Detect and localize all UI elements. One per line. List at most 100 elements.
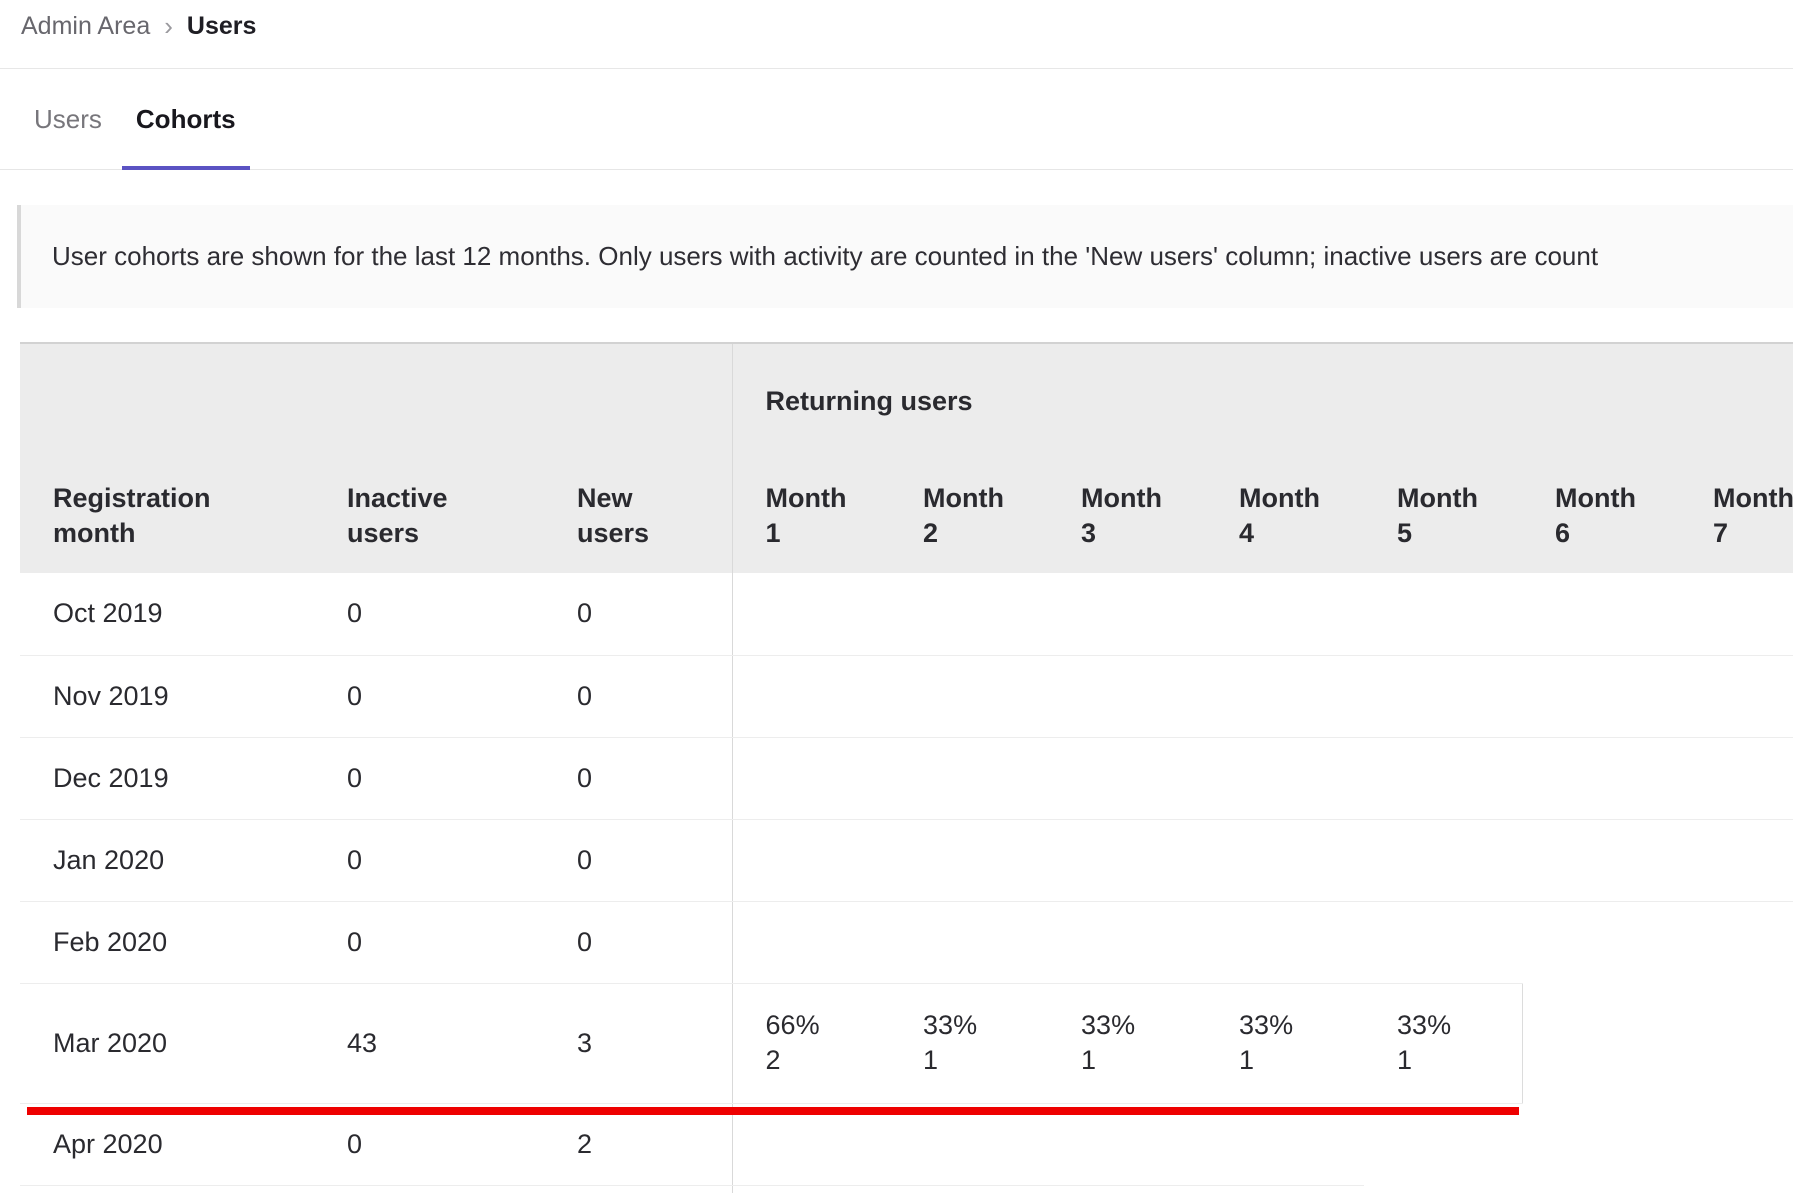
empty-cell bbox=[314, 1185, 544, 1193]
empty-cell bbox=[1522, 819, 1681, 902]
col-header-line: users bbox=[347, 517, 420, 548]
returning-users-cell-month-1: 66% 2 bbox=[731, 983, 891, 1104]
col-header-line: 3 bbox=[1081, 517, 1097, 548]
empty-cell bbox=[1522, 737, 1681, 820]
empty-cell bbox=[1364, 901, 1523, 984]
table-row-dec-2019: Dec 2019 0 0 bbox=[20, 737, 1793, 820]
col-header-line: 7 bbox=[1713, 517, 1729, 548]
col-header-line: Month bbox=[1397, 482, 1478, 513]
inactive-users-cell: 0 bbox=[314, 655, 544, 738]
empty-cell bbox=[1364, 655, 1523, 738]
empty-cell bbox=[1680, 1103, 1793, 1185]
col-header-inactive-users: Inactive users bbox=[314, 458, 544, 573]
empty-cell bbox=[1522, 573, 1681, 656]
col-header-month-4: Month 4 bbox=[1206, 458, 1365, 573]
empty-cell bbox=[1680, 655, 1793, 738]
tab-cohorts[interactable]: Cohorts bbox=[119, 69, 253, 170]
empty-cell bbox=[1364, 737, 1523, 820]
col-header-line: New bbox=[577, 482, 633, 513]
col-header-new-users: New users bbox=[544, 458, 733, 573]
new-users-cell: 0 bbox=[544, 901, 733, 984]
returning-users-cell-month-3: 33% 1 bbox=[1048, 983, 1207, 1104]
empty-cell bbox=[1206, 901, 1365, 984]
tab-users[interactable]: Users bbox=[17, 69, 119, 169]
table-row-nov-2019: Nov 2019 0 0 bbox=[20, 655, 1793, 738]
group-header-spacer bbox=[20, 342, 733, 458]
empty-cell bbox=[1048, 737, 1207, 820]
returning-count: 1 bbox=[923, 1045, 939, 1075]
empty-cell bbox=[731, 655, 891, 738]
returning-users-group-header: Returning users bbox=[731, 342, 1793, 458]
empty-cell bbox=[1206, 573, 1365, 656]
registration-month-cell: Mar 2020 bbox=[20, 983, 314, 1104]
table-column-header-row: Registration month Inactive users New us… bbox=[20, 458, 1793, 573]
returning-count: 2 bbox=[765, 1045, 781, 1075]
empty-cell bbox=[1680, 573, 1793, 656]
cohorts-info-banner: User cohorts are shown for the last 12 m… bbox=[17, 205, 1793, 308]
returning-users-cell-month-4: 33% 1 bbox=[1206, 983, 1365, 1104]
returning-count: 1 bbox=[1081, 1045, 1097, 1075]
empty-cell bbox=[1048, 1185, 1207, 1193]
returning-users-cell-month-5: 33% 1 bbox=[1364, 983, 1523, 1104]
empty-cell bbox=[1680, 819, 1793, 902]
col-header-line: Month bbox=[1239, 482, 1320, 513]
empty-cell bbox=[731, 573, 891, 656]
breadcrumb-current-users[interactable]: Users bbox=[186, 12, 257, 40]
table-row-oct-2019: Oct 2019 0 0 bbox=[20, 573, 1793, 656]
empty-cell bbox=[890, 1185, 1049, 1193]
registration-month-cell: Feb 2020 bbox=[20, 901, 314, 984]
inactive-users-cell: 0 bbox=[314, 573, 544, 656]
empty-cell bbox=[1680, 1185, 1793, 1193]
tab-cohorts-label: Cohorts bbox=[135, 103, 236, 134]
empty-cell bbox=[731, 1103, 891, 1186]
empty-cell bbox=[1048, 1103, 1207, 1186]
returning-percentage: 66% bbox=[765, 1010, 820, 1040]
registration-month-cell: Dec 2019 bbox=[20, 737, 314, 820]
cohorts-info-text: User cohorts are shown for the last 12 m… bbox=[52, 241, 1599, 271]
col-header-line: Registration bbox=[53, 482, 211, 513]
empty-cell bbox=[1206, 1103, 1365, 1186]
empty-cell bbox=[1048, 901, 1207, 984]
registration-month-cell: Oct 2019 bbox=[20, 573, 314, 656]
empty-cell bbox=[1364, 1103, 1523, 1185]
active-tab-underline bbox=[121, 166, 250, 170]
breadcrumb-separator-icon: › bbox=[164, 11, 173, 41]
empty-cell bbox=[1048, 655, 1207, 738]
tab-bar: Users Cohorts bbox=[0, 69, 1793, 170]
table-row-partial bbox=[20, 1185, 1793, 1193]
empty-cell bbox=[890, 737, 1049, 820]
registration-month-cell: Apr 2020 bbox=[20, 1103, 314, 1186]
breadcrumb: Admin Area › Users bbox=[0, 0, 1793, 69]
returning-percentage: 33% bbox=[1081, 1010, 1136, 1040]
empty-cell bbox=[731, 737, 891, 820]
col-header-month-6: Month 6 bbox=[1522, 458, 1681, 573]
empty-cell bbox=[1680, 737, 1793, 820]
red-annotation-line bbox=[27, 1107, 1519, 1115]
col-header-month-1: Month 1 bbox=[731, 458, 891, 573]
new-users-cell: 2 bbox=[544, 1103, 733, 1186]
empty-cell bbox=[1206, 1185, 1365, 1193]
col-header-line: 2 bbox=[923, 517, 939, 548]
table-row-feb-2020: Feb 2020 0 0 bbox=[20, 901, 1793, 984]
inactive-users-cell: 0 bbox=[314, 737, 544, 820]
col-header-line: Month bbox=[1713, 482, 1793, 513]
empty-cell bbox=[1522, 1103, 1681, 1185]
empty-cell bbox=[890, 901, 1049, 984]
col-header-month-2: Month 2 bbox=[890, 458, 1049, 573]
breadcrumb-link-admin-area[interactable]: Admin Area bbox=[21, 12, 151, 40]
empty-cell bbox=[890, 655, 1049, 738]
empty-cell bbox=[1522, 901, 1681, 983]
col-header-month-5: Month 5 bbox=[1364, 458, 1523, 573]
new-users-cell: 0 bbox=[544, 573, 733, 656]
empty-cell bbox=[731, 819, 891, 902]
inactive-users-cell: 43 bbox=[314, 983, 544, 1104]
new-users-cell: 0 bbox=[544, 819, 733, 902]
col-header-line: 1 bbox=[765, 517, 781, 548]
empty-cell bbox=[1364, 573, 1523, 656]
empty-cell bbox=[1522, 655, 1681, 738]
empty-cell bbox=[731, 1185, 891, 1193]
empty-cell bbox=[1206, 819, 1365, 902]
empty-cell bbox=[1680, 983, 1793, 1103]
returning-users-cell-month-2: 33% 1 bbox=[890, 983, 1049, 1104]
